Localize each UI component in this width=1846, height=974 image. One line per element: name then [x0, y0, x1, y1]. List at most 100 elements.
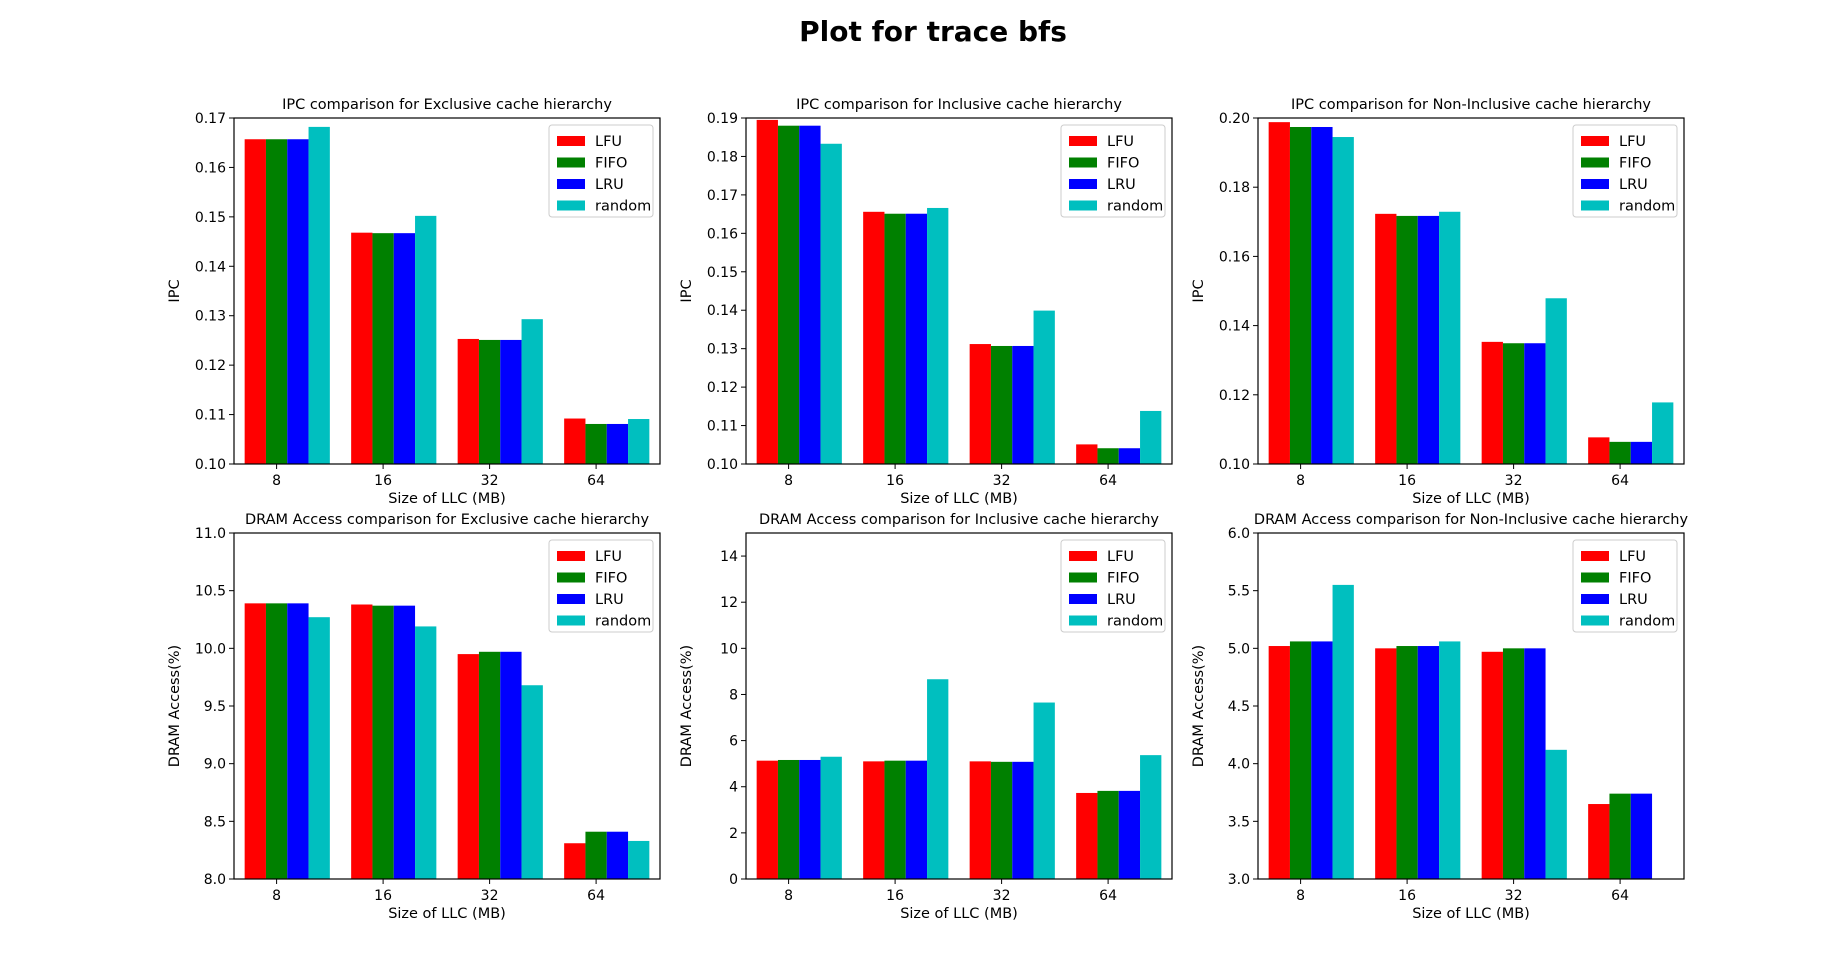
bar-FIFO-32	[1502, 648, 1525, 879]
bar-random-32	[1545, 298, 1567, 464]
legend-label-FIFO: FIFO	[1107, 571, 1139, 587]
bar-LRU-64	[606, 423, 629, 464]
bar-LRU-64	[1118, 448, 1141, 464]
y-tick-label: 0.12	[707, 380, 738, 396]
y-tick-label: 0.17	[195, 111, 226, 127]
y-axis-label: DRAM Access(%)	[167, 645, 183, 767]
y-tick-label: 8	[729, 687, 738, 703]
legend-label-FIFO: FIFO	[595, 571, 627, 587]
legend: LFU FIFO LRU random	[1572, 539, 1678, 633]
bar-FIFO-64	[585, 831, 607, 879]
bar-LFU-32	[969, 761, 991, 879]
legend-box	[548, 124, 654, 218]
y-tick-label: 0.14	[195, 259, 226, 275]
bar-LFU-8	[1268, 122, 1290, 464]
bar-FIFO-8	[1289, 641, 1312, 879]
bar-FIFO-8	[265, 603, 288, 879]
bar-FIFO-16	[1396, 646, 1418, 879]
legend-label-LRU: LRU	[1107, 177, 1136, 193]
bar-random-16	[415, 626, 437, 879]
bar-FIFO-64	[585, 423, 607, 464]
x-tick-label: 8	[1296, 888, 1305, 904]
bar-random-64	[1140, 410, 1162, 464]
legend-swatch-FIFO	[557, 572, 585, 583]
bar-LRU-64	[606, 831, 629, 879]
bar-LRU-8	[799, 125, 821, 464]
legend-swatch-LRU	[1069, 179, 1097, 189]
bar-LFU-8	[244, 603, 266, 879]
x-tick-label: 32	[481, 888, 499, 904]
bar-FIFO-64	[1097, 448, 1119, 464]
axes-frame	[745, 532, 1173, 880]
legend: LFU FIFO LRU random	[1060, 539, 1166, 633]
legend-swatch-LFU	[1581, 551, 1609, 561]
subplot-title: DRAM Access comparison for Non-Inclusive…	[1254, 512, 1689, 528]
y-tick-label: 0.16	[1219, 249, 1250, 265]
bar-LRU-32	[500, 651, 522, 879]
y-tick-label: 0.15	[707, 265, 738, 281]
y-axis-label: DRAM Access(%)	[1191, 645, 1207, 767]
bars	[1268, 122, 1674, 464]
x-tick-label: 8	[1296, 473, 1305, 489]
y-tick-label: 0.10	[1219, 457, 1250, 473]
bar-FIFO-64	[1097, 790, 1119, 879]
legend-label-LRU: LRU	[1107, 592, 1136, 608]
bar-FIFO-8	[777, 759, 800, 879]
bar-random-8	[1332, 137, 1354, 464]
legend-label-random: random	[595, 614, 651, 630]
axes-frame	[745, 117, 1173, 465]
bar-LFU-64	[564, 418, 586, 464]
bar-LFU-8	[756, 119, 778, 464]
x-axis-label: Size of LLC (MB)	[388, 491, 506, 507]
legend: LFU FIFO LRU random	[1060, 124, 1166, 218]
y-tick-label: 0.10	[195, 457, 226, 473]
x-tick-label: 16	[374, 473, 392, 489]
y-tick-label: 10.0	[195, 641, 226, 657]
bar-LRU-32	[1524, 648, 1546, 879]
y-tick-label: 6.0	[1228, 526, 1250, 542]
bar-LRU-32	[1524, 343, 1546, 464]
legend-label-LFU: LFU	[1619, 134, 1646, 150]
bar-LRU-64	[1118, 790, 1141, 879]
bar-LRU-16	[393, 605, 416, 879]
bars	[244, 126, 650, 465]
bar-random-32	[521, 685, 543, 879]
legend-swatch-LFU	[1581, 136, 1609, 146]
x-tick-label: 8	[784, 888, 793, 904]
bar-LFU-8	[1268, 646, 1290, 879]
x-tick-label: 64	[1611, 888, 1629, 904]
y-tick-label: 10	[720, 641, 738, 657]
bar-random-32	[521, 319, 543, 464]
y-tick-label: 0.15	[195, 210, 226, 226]
bar-FIFO-16	[372, 233, 394, 464]
legend-box	[1572, 124, 1678, 218]
y-tick-label: 2	[729, 826, 738, 842]
y-tick-label: 0.14	[707, 303, 738, 319]
x-tick-label: 32	[993, 888, 1011, 904]
legend-label-random: random	[1107, 614, 1163, 630]
bar-LFU-16	[351, 604, 373, 879]
legend-swatch-random	[1069, 200, 1097, 211]
y-tick-label: 8.0	[204, 872, 226, 888]
x-tick-label: 64	[587, 473, 605, 489]
bar-LRU-32	[1012, 761, 1034, 879]
legend-label-LRU: LRU	[595, 592, 624, 608]
x-axis-label: Size of LLC (MB)	[388, 906, 506, 922]
legend-label-LFU: LFU	[1107, 549, 1134, 565]
x-tick-label: 64	[1099, 473, 1117, 489]
bar-random-8	[308, 126, 330, 464]
legend-label-LFU: LFU	[595, 549, 622, 565]
x-tick-label: 32	[481, 473, 499, 489]
y-tick-label: 0.16	[195, 160, 226, 176]
y-tick-label: 11.0	[195, 526, 226, 542]
legend-box	[1572, 539, 1678, 633]
subplot-2: IPC comparison for Inclusive cache hiera…	[679, 97, 1173, 507]
bar-LFU-32	[457, 654, 479, 879]
y-tick-label: 14	[720, 549, 738, 565]
bar-random-16	[415, 215, 437, 464]
subplot-3: IPC comparison for Non-Inclusive cache h…	[1191, 97, 1685, 507]
legend-swatch-LFU	[557, 551, 585, 561]
y-tick-label: 12	[720, 595, 738, 611]
bar-LRU-32	[1012, 345, 1034, 464]
y-tick-label: 0.19	[707, 111, 738, 127]
